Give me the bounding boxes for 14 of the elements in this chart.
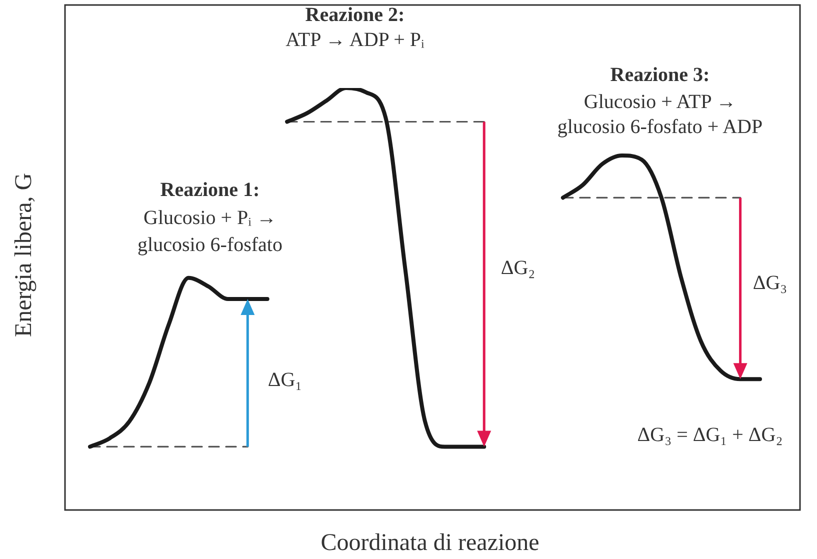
annotation: Glucosio + ATP → [584, 91, 736, 113]
text: Reazione 3: [610, 64, 710, 86]
annotation: Glucosio + Pᵢ → [144, 207, 276, 229]
annotation: ΔG₃ = ΔG₁ + ΔG₂ [637, 424, 783, 446]
annotation: ΔG₃ [752, 272, 788, 294]
x-axis-title: Coordinata di reazione [320, 530, 540, 556]
annotation: glucosio 6-fosfato [138, 234, 282, 256]
annotation: glucosio 6-fosfato + ADP [557, 116, 763, 138]
annotation: ΔG₂ [500, 257, 536, 279]
y-axis-title: Energia libera, G [11, 172, 37, 338]
annotation: ΔG₁ [268, 369, 302, 391]
text: Reazione 2: [305, 4, 405, 26]
text: ATP → ADP + Pᵢ [286, 29, 424, 51]
annotation: Reazione 1: [160, 179, 260, 201]
